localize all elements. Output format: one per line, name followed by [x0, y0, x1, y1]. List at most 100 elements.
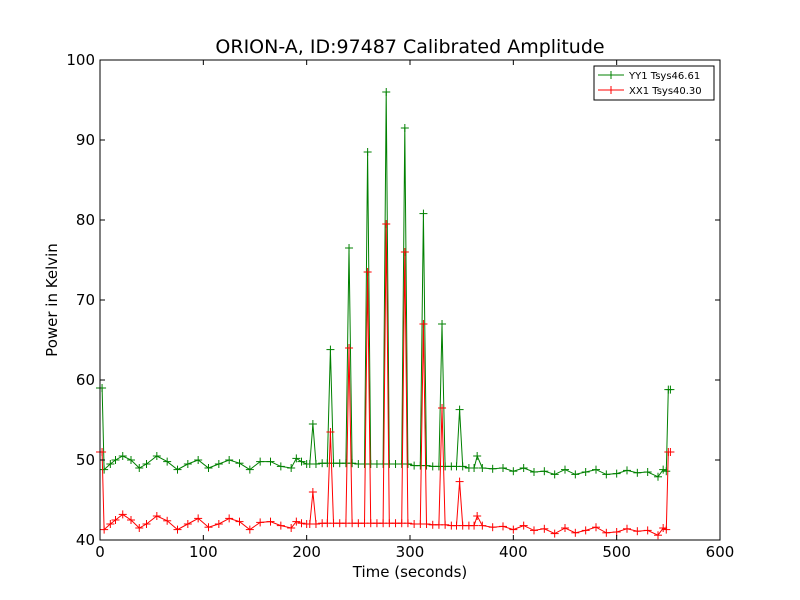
series-0-point — [127, 456, 135, 464]
series-1-point — [633, 527, 642, 536]
series-0-point — [152, 452, 161, 460]
series-0-point — [183, 460, 192, 468]
series-1-point — [345, 344, 354, 352]
series-0-point — [382, 88, 391, 96]
series-1-point — [142, 520, 151, 528]
series-1-point — [245, 525, 254, 534]
legend-label-1: XX1 Tsys40.30 — [629, 86, 702, 97]
series-1-point — [173, 525, 182, 534]
series-0-point — [135, 464, 144, 472]
series-0-point — [204, 464, 213, 472]
y-axis-ticks: 40 50 60 70 80 90 100 — [66, 51, 720, 549]
legend-label-0: YY1 Tsys46.61 — [628, 71, 700, 82]
series-1-point — [561, 524, 569, 532]
series-0-point — [612, 469, 621, 478]
series-0-point — [540, 467, 549, 476]
series-0-point — [662, 467, 671, 476]
chart-title: ORION-A, ID:97487 Calibrated Amplitude — [215, 36, 604, 58]
series-1-point — [292, 517, 301, 526]
series-0-point — [98, 384, 107, 392]
series-0-point — [194, 456, 203, 464]
series-0-point — [633, 468, 642, 477]
series-1-point — [581, 526, 590, 535]
series-1-point — [455, 477, 464, 486]
series-1-point — [135, 524, 144, 532]
series-1-point — [612, 528, 621, 536]
x-tick-label: 500 — [602, 543, 631, 561]
series-1-point — [326, 428, 335, 436]
series-0-point — [225, 456, 234, 464]
series-1-point — [438, 404, 447, 412]
series-0-point — [403, 460, 412, 468]
series-1-point — [623, 524, 631, 533]
x-tick-label: 600 — [706, 543, 735, 561]
series-1-point — [403, 519, 412, 528]
series-1-point — [235, 517, 244, 526]
plot-series-group — [96, 88, 675, 540]
series-1-point — [276, 521, 285, 530]
series-1-point — [308, 488, 317, 496]
series-1-point — [204, 523, 213, 532]
series-1-point — [163, 516, 172, 525]
legend-box — [593, 65, 715, 101]
series-0-point — [297, 457, 306, 466]
series-1-point — [297, 519, 306, 528]
series-1-point — [382, 220, 391, 228]
series-0-point — [581, 468, 590, 476]
series-1-point — [519, 521, 528, 530]
series-0-point — [214, 460, 223, 468]
series-0-point — [643, 468, 652, 476]
series-0-point — [592, 465, 600, 474]
series-0-point — [142, 460, 151, 468]
y-tick-label: 60 — [76, 371, 95, 389]
series-0-point — [530, 468, 538, 476]
series-0-point — [111, 456, 120, 464]
series-0-point — [400, 124, 409, 132]
series-0-point — [100, 465, 109, 474]
series-1-point — [127, 516, 135, 524]
series-1-point — [98, 448, 107, 456]
series-0-point — [455, 405, 464, 414]
series-0-point — [326, 345, 335, 354]
series-0-point — [173, 465, 182, 474]
series-1-point — [256, 518, 265, 527]
series-0-point — [550, 470, 559, 479]
series-1-point — [499, 522, 507, 531]
series-1-point — [422, 520, 431, 528]
series-0-point — [438, 320, 447, 328]
series-1-point — [225, 514, 234, 523]
series-0-point — [488, 464, 497, 473]
series-1-point — [602, 528, 611, 537]
series-0-point — [118, 452, 127, 460]
series-1-point — [214, 520, 223, 528]
series-1-point — [311, 520, 320, 528]
series-0-point — [163, 457, 172, 466]
series-1-point — [266, 517, 275, 526]
series-0-point — [363, 148, 372, 156]
y-tick-label: 40 — [76, 531, 95, 549]
y-tick-label: 90 — [76, 131, 95, 149]
series-0-point — [235, 459, 244, 468]
series-1-point — [100, 525, 109, 534]
series-1-point — [152, 512, 161, 520]
series-1-point — [540, 524, 549, 533]
series-1-point — [592, 523, 600, 532]
y-tick-label: 80 — [76, 211, 95, 229]
series-1-point — [662, 525, 671, 534]
series-1-point — [550, 529, 559, 538]
x-tick-label: 100 — [189, 543, 218, 561]
x-tick-label: 300 — [396, 543, 425, 561]
series-1-point — [643, 526, 652, 535]
series-1-point — [441, 520, 450, 529]
series-0-point — [292, 454, 301, 463]
x-axis-ticks: 0 100 200 300 400 500 600 — [95, 60, 734, 561]
series-1-point — [400, 248, 409, 256]
series-1-point — [118, 510, 127, 519]
series-1-point — [666, 448, 675, 456]
x-tick-label: 0 — [95, 543, 105, 561]
series-0-point — [266, 457, 275, 466]
series-0-point — [311, 460, 320, 468]
series-0-point — [245, 465, 254, 474]
x-tick-label: 200 — [292, 543, 321, 561]
series-1-point — [470, 521, 479, 530]
